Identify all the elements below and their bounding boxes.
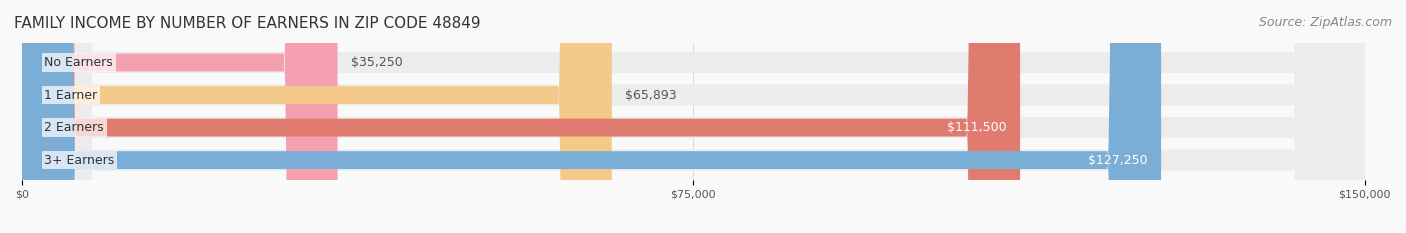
FancyBboxPatch shape (22, 0, 1365, 233)
FancyBboxPatch shape (22, 0, 1365, 233)
FancyBboxPatch shape (22, 0, 337, 233)
Text: $111,500: $111,500 (948, 121, 1007, 134)
Text: Source: ZipAtlas.com: Source: ZipAtlas.com (1258, 16, 1392, 29)
Text: FAMILY INCOME BY NUMBER OF EARNERS IN ZIP CODE 48849: FAMILY INCOME BY NUMBER OF EARNERS IN ZI… (14, 16, 481, 31)
Text: 1 Earner: 1 Earner (45, 89, 97, 102)
Text: $65,893: $65,893 (626, 89, 676, 102)
Text: No Earners: No Earners (45, 56, 112, 69)
FancyBboxPatch shape (22, 0, 1365, 233)
Text: $127,250: $127,250 (1088, 154, 1147, 167)
FancyBboxPatch shape (22, 0, 1021, 233)
FancyBboxPatch shape (22, 0, 612, 233)
Text: $35,250: $35,250 (352, 56, 402, 69)
Text: 3+ Earners: 3+ Earners (45, 154, 115, 167)
FancyBboxPatch shape (22, 0, 1365, 233)
Text: 2 Earners: 2 Earners (45, 121, 104, 134)
FancyBboxPatch shape (22, 0, 1161, 233)
